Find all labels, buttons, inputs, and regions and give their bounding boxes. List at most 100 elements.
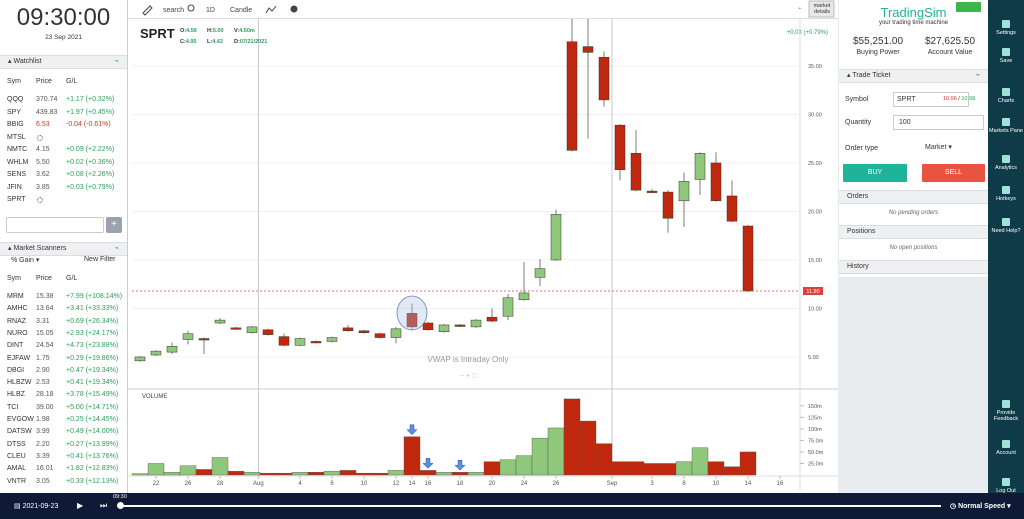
brand: TradingSim xyxy=(880,5,947,20)
last-price-tag xyxy=(803,287,823,296)
volume-bar xyxy=(323,471,341,476)
change: +5.00 (+14.71%) xyxy=(66,403,119,411)
search-icon[interactable] xyxy=(187,4,195,12)
ticket-symbol-input[interactable]: SPRT xyxy=(893,92,969,107)
nav-item[interactable]: Save xyxy=(988,48,1024,64)
timeline-knob[interactable] xyxy=(117,502,124,509)
panel-header: History xyxy=(839,260,988,274)
candle-body xyxy=(214,319,226,324)
symbol-label: Symbol xyxy=(845,96,869,103)
nav-item[interactable]: Log Out xyxy=(988,478,1024,494)
account-value: $27,625.50 xyxy=(924,36,976,47)
table-row: VNTR 3.05 +0.33 (+12.13%) xyxy=(0,478,127,488)
nav-item[interactable]: Hotkeys xyxy=(988,186,1024,202)
indicators-icon[interactable] xyxy=(265,5,277,14)
details-label[interactable]: market details xyxy=(813,3,831,15)
speed[interactable]: ◷ Normal Speed ▾ xyxy=(950,503,1011,510)
new-filter[interactable]: New Filter xyxy=(84,256,116,263)
nav-item[interactable]: Provide Feedback xyxy=(988,400,1024,422)
order-type-select[interactable]: Market ▾ xyxy=(925,144,952,151)
volume-tick-label: 25.0m xyxy=(808,461,824,467)
symbol: RNAZ xyxy=(7,317,27,325)
y-tick-label: 30.00 xyxy=(808,112,822,118)
change: +7.99 (+108.14%) xyxy=(66,293,123,300)
candle-body xyxy=(134,356,146,362)
search-label[interactable]: search xyxy=(163,7,184,14)
nav-item[interactable]: Need Help? xyxy=(988,218,1024,234)
quantity-label: Quantity xyxy=(845,119,872,126)
y-tick-label: 10.00 xyxy=(808,306,822,312)
buy-button[interactable]: BUY xyxy=(843,164,907,182)
change: +0.33 (+12.13%) xyxy=(66,477,119,485)
table-row: AMHC 13.64 +3.41 (+33.33%) xyxy=(0,305,127,315)
player-bar: ▤ 2021-09-23 ▶ ⏭ 09:30 ◷ Normal Speed ▾ xyxy=(0,493,1024,519)
volume-bar xyxy=(387,470,405,476)
price: 5.50 xyxy=(36,158,50,166)
candle-body xyxy=(470,319,482,328)
x-tick-label: 14 xyxy=(745,481,752,487)
draw-icon[interactable] xyxy=(142,5,153,16)
volume-bar xyxy=(435,472,453,476)
quote: 10.96 / 10.98 xyxy=(943,96,975,102)
x-tick-label: 4 xyxy=(298,481,302,487)
change: +0.41 (+13.76%) xyxy=(66,452,119,460)
table-row: DBGI 2.90 +0.47 (+19.34%) xyxy=(0,367,127,377)
change: +3.41 (+33.33%) xyxy=(66,305,119,313)
x-tick-label: Sep xyxy=(607,481,618,487)
nav-item[interactable]: Settings xyxy=(988,20,1024,36)
candle-body xyxy=(694,153,706,180)
filter-label: % Gain xyxy=(11,257,34,264)
nav-label: Markets Pane xyxy=(989,128,1023,134)
ticket-symbol: SPRT xyxy=(897,96,916,103)
change: +1.97 (+0.45%) xyxy=(66,108,115,116)
table-row: TCI 39.00 +5.00 (+14.71%) xyxy=(0,404,127,414)
nav-item[interactable]: Analytics xyxy=(988,155,1024,171)
change: +3.78 (+15.49%) xyxy=(66,391,119,399)
scanners-header: ▴ Market Scanners ⌁ xyxy=(0,242,127,256)
price: 2.90 xyxy=(36,366,50,374)
volume-bar xyxy=(627,461,645,476)
x-tick-label: 16 xyxy=(425,481,432,487)
add-button[interactable]: + xyxy=(106,217,122,233)
play-button[interactable]: ▶ xyxy=(77,501,84,510)
table-row: SPRT xyxy=(0,196,127,206)
change: +0.25 (+14.45%) xyxy=(66,416,119,423)
x-tick-label: 26 xyxy=(185,481,192,487)
nav-label: Settings xyxy=(996,30,1016,36)
nav-item[interactable]: Markets Pane xyxy=(988,118,1024,134)
volume-tick-label: 125m xyxy=(808,415,822,421)
skip-button[interactable]: ⏭ xyxy=(100,501,108,510)
watchlist-title: Watchlist xyxy=(13,58,42,65)
symbol: VNTR xyxy=(7,477,27,485)
volume-bar xyxy=(499,459,517,476)
nav-item[interactable]: Account xyxy=(988,440,1024,456)
volume-bar xyxy=(659,463,677,476)
nav-item[interactable]: Charts xyxy=(988,88,1024,104)
candle-body xyxy=(310,341,322,344)
table-row: JFIN 3.85 +0.03 (+0.79%) xyxy=(0,184,127,194)
y-tick-label: 5.00 xyxy=(808,355,819,361)
timeline[interactable] xyxy=(119,505,941,507)
quantity-input[interactable]: 100 xyxy=(893,115,984,130)
x-tick-label: 28 xyxy=(217,481,224,487)
interval[interactable]: 1D xyxy=(206,7,215,14)
candle-body xyxy=(502,297,514,317)
sell-button[interactable]: SELL xyxy=(922,164,985,182)
candle-body xyxy=(486,316,498,322)
candle-body xyxy=(166,346,178,353)
volume-bar xyxy=(275,472,293,476)
chart-style[interactable]: Candle xyxy=(230,7,252,14)
ohlc-legend: H:5.00 xyxy=(207,28,224,34)
link-icon: ⌁ xyxy=(798,6,802,12)
price: 439.83 xyxy=(36,108,58,116)
filter-select[interactable]: % Gain ▾ xyxy=(11,257,40,264)
change: +1.82 (+12.83%) xyxy=(66,465,119,473)
watchlist-header: ▴ Watchlist ⌁ xyxy=(0,55,127,69)
price: 2.53 xyxy=(36,379,50,387)
settings-icon[interactable] xyxy=(290,5,298,13)
right-panel: TradingSim your trading time machine $55… xyxy=(839,0,988,277)
details-button[interactable] xyxy=(808,0,835,18)
symbol-input[interactable] xyxy=(6,217,104,233)
quantity: 100 xyxy=(899,119,911,126)
legend-value: 4.42 xyxy=(212,39,223,45)
